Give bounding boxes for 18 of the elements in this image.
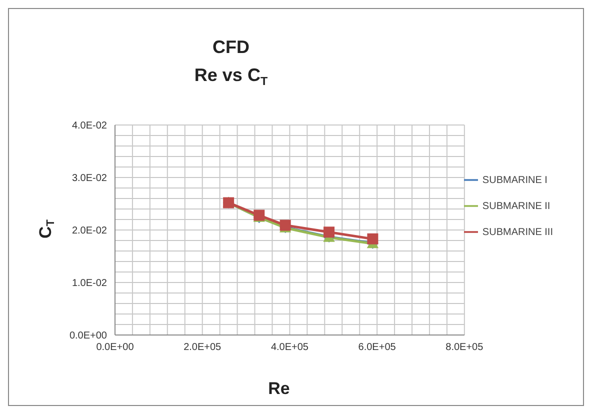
point xyxy=(324,226,335,238)
chart-title: CFD xyxy=(212,37,250,57)
x-tick-label: 4.0E+05 xyxy=(270,342,309,354)
x-tick-label: 8.0E+05 xyxy=(446,342,484,354)
x-axis-title: Re xyxy=(268,379,290,398)
y-tick-label: 2.0E-02 xyxy=(72,226,108,237)
legend-label: SUBMARINE III xyxy=(482,227,553,238)
y-tick-label: 4.0E-02 xyxy=(72,120,108,132)
y-tick-label: 3.0E-02 xyxy=(72,173,108,184)
y-tick-label: 1.0E-02 xyxy=(72,278,108,290)
legend-label: SUBMARINE II xyxy=(482,201,550,212)
point xyxy=(367,233,378,244)
x-tick-label: 6.0E+05 xyxy=(358,342,396,354)
y-tick-label: 0.0E+00 xyxy=(69,330,108,342)
chart-subtitle: Re vs C$_{T}$ xyxy=(194,65,268,88)
x-tick-label: 2.0E+05 xyxy=(184,342,222,354)
x-tick-label: 0.0E+00 xyxy=(96,342,134,354)
legend-label: SUBMARINE I xyxy=(482,175,548,186)
